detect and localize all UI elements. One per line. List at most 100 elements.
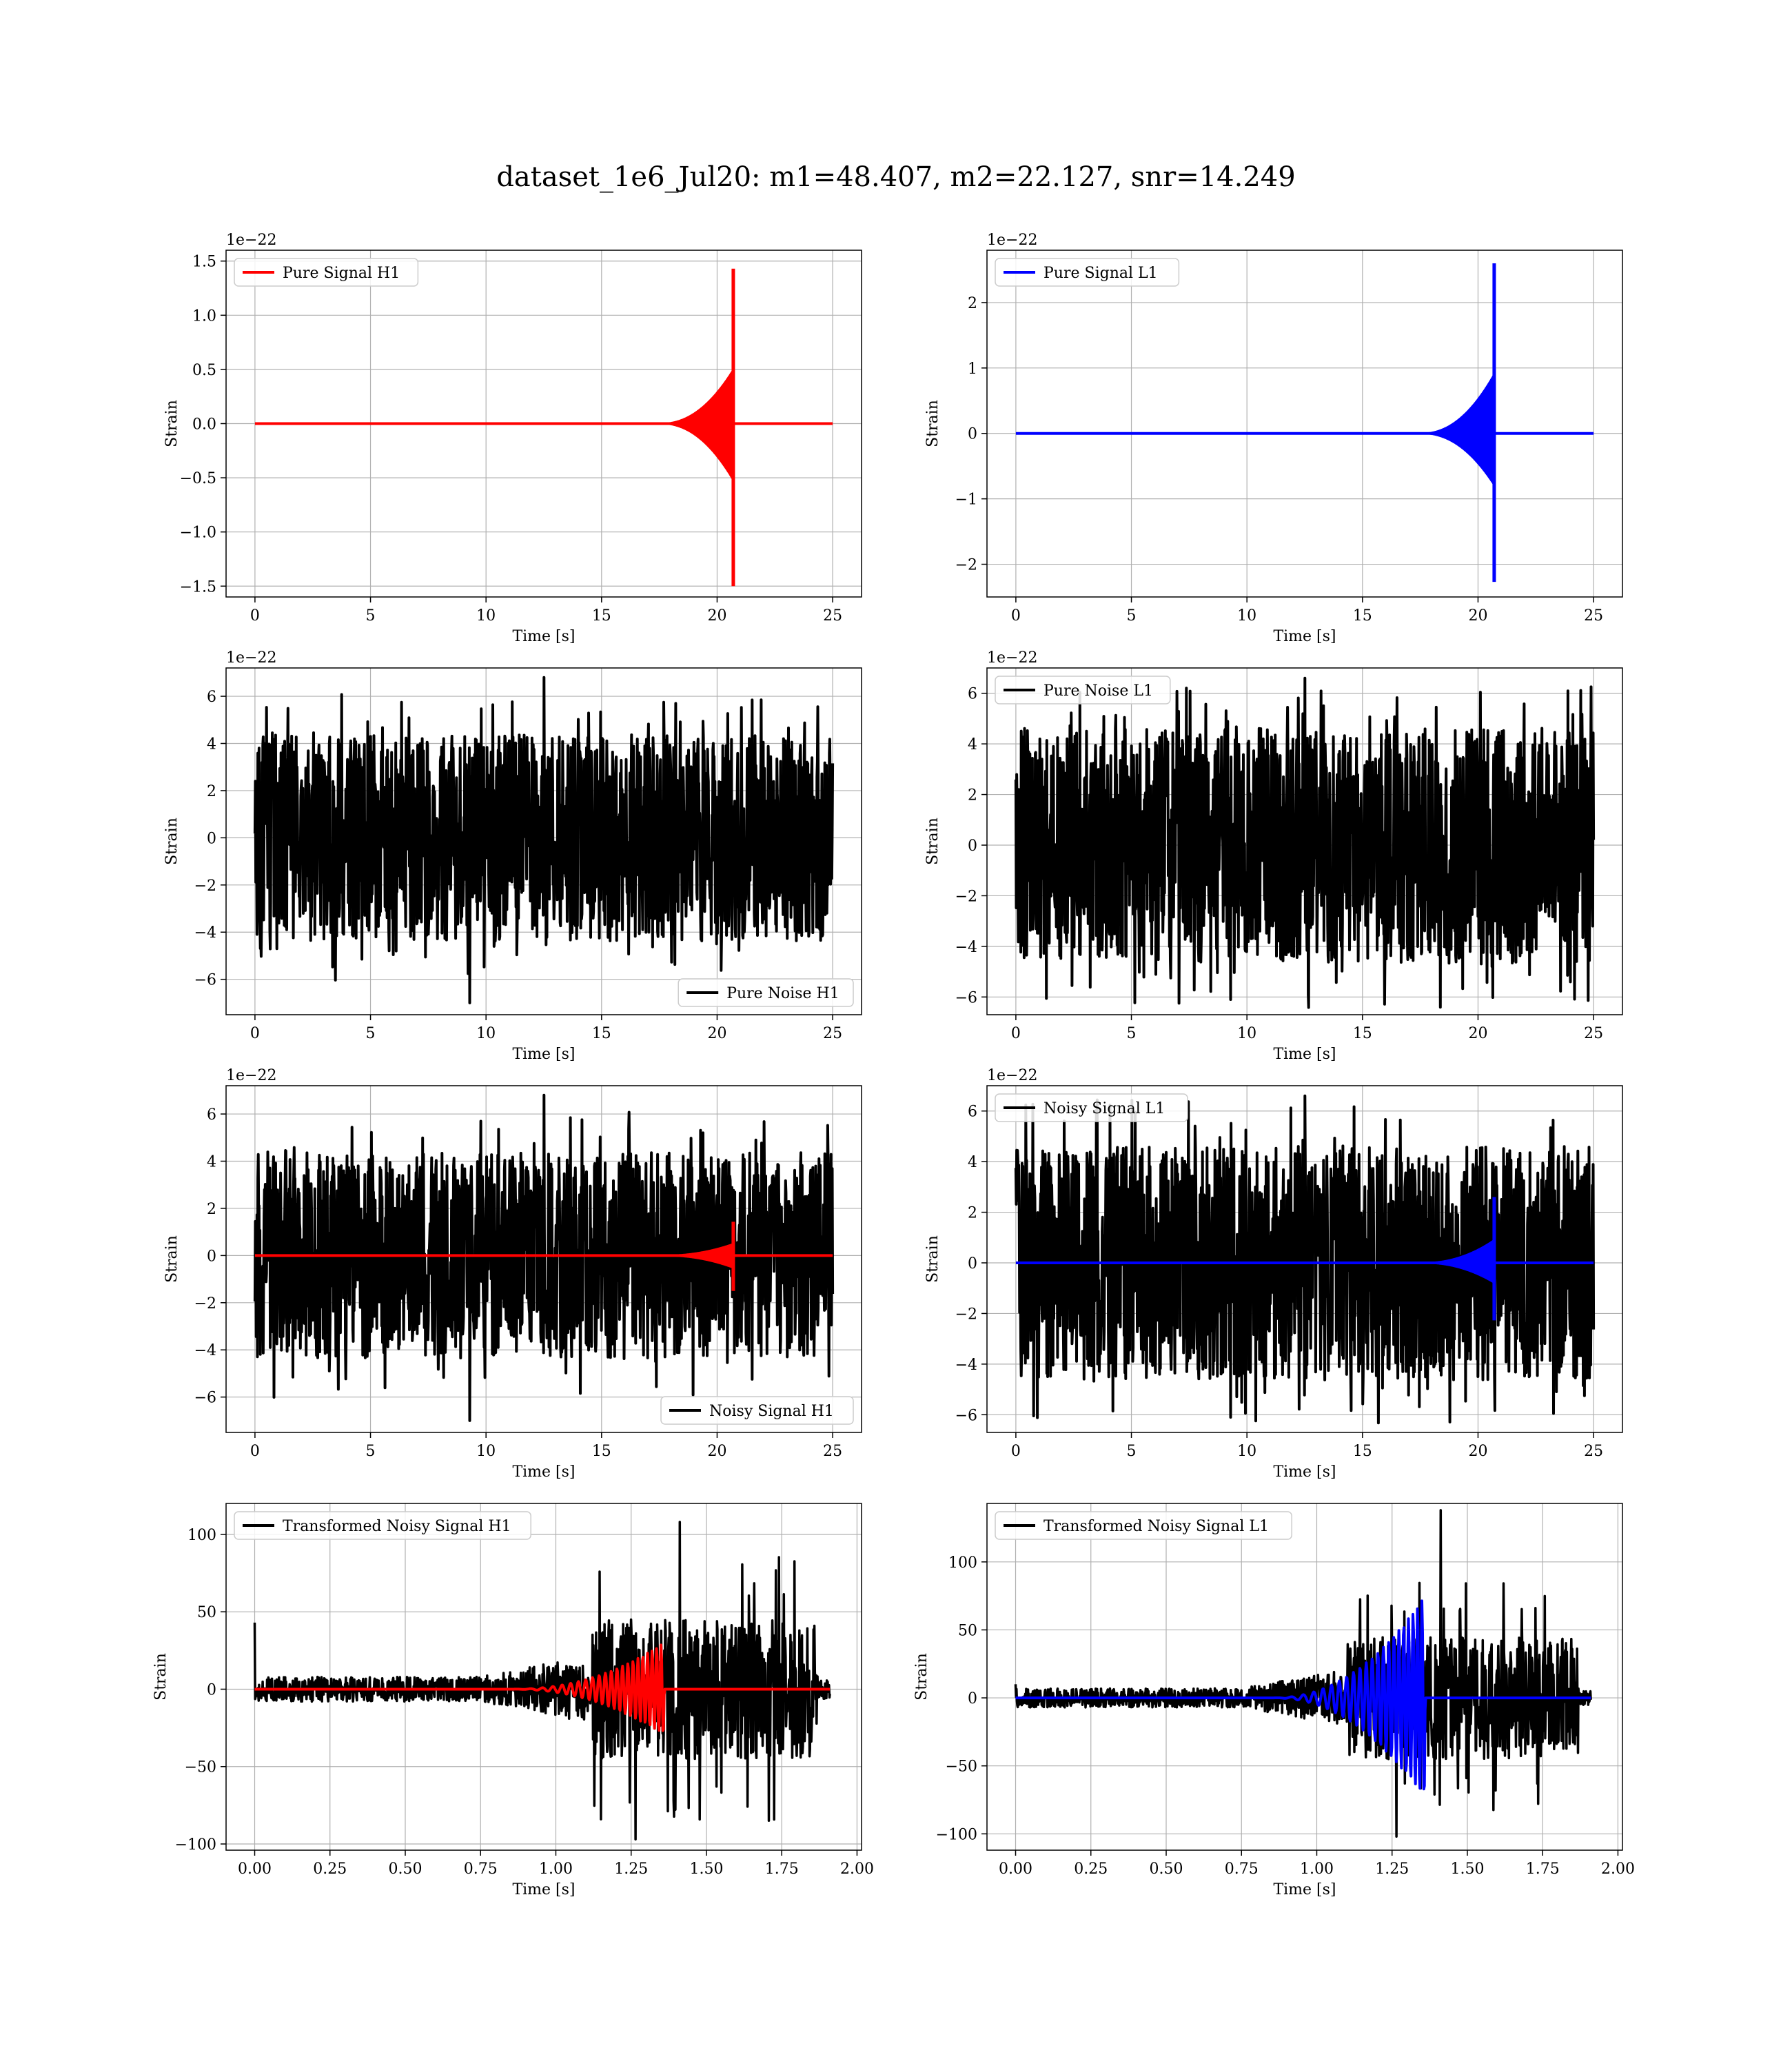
- legend: Transformed Noisy Signal L1: [995, 1511, 1292, 1540]
- y-axis-label: Strain: [163, 818, 181, 865]
- legend: Pure Signal L1: [995, 258, 1180, 287]
- x-tick-label: 5: [366, 1025, 376, 1042]
- x-tick-label: 1.50: [1450, 1861, 1484, 1878]
- subplot-transformed-noisy-signal-h1: 0.00 0.25 0.50 0.75 1.00 1.25 1.50 1.75 2.00 −100…: [152, 1503, 874, 1898]
- plot-area: [254, 268, 833, 587]
- x-tick-label: 0.50: [1150, 1861, 1183, 1878]
- y-tick-label: −100: [175, 1836, 216, 1854]
- y-offset-text: 1e−22: [987, 649, 1037, 667]
- legend: Transformed Noisy Signal H1: [234, 1511, 531, 1540]
- series-line-transformed-noise: [253, 1521, 831, 1841]
- y-tick-label: −50: [185, 1759, 216, 1776]
- x-tick-label: 0.75: [1225, 1861, 1259, 1878]
- y-tick-label: 4: [968, 736, 977, 753]
- x-tick-label: 5: [1127, 1443, 1137, 1460]
- y-tick-label: −4: [955, 1357, 977, 1374]
- x-tick-label: 15: [592, 1025, 611, 1042]
- x-axis-label: Time [s]: [1273, 1881, 1336, 1898]
- x-axis-label: Time [s]: [512, 1046, 575, 1063]
- x-tick-label: 5: [366, 607, 376, 625]
- y-tick-label: 0: [968, 1690, 977, 1707]
- x-tick-label: 20: [707, 1443, 726, 1460]
- y-tick-label: −1.0: [180, 525, 216, 542]
- y-offset-text: 1e−22: [987, 232, 1037, 249]
- y-tick-label: 0: [968, 838, 977, 855]
- y-tick-label: 100: [187, 1527, 216, 1544]
- legend-box: [995, 258, 1180, 287]
- y-tick-label: 50: [958, 1622, 977, 1639]
- y-tick-label: 0.5: [192, 362, 216, 379]
- y-tick-label: −2: [955, 888, 977, 905]
- axes-frame: [225, 1503, 862, 1851]
- series-line-transformed-chirp: [254, 1643, 831, 1732]
- legend-box: [995, 1093, 1188, 1122]
- y-tick-label: 4: [207, 736, 216, 753]
- y-tick-label: 4: [968, 1154, 977, 1171]
- legend: Noisy Signal H1: [660, 1396, 854, 1425]
- x-tick-label: 5: [1127, 607, 1137, 625]
- x-axis-label: Time [s]: [512, 628, 575, 645]
- y-tick-label: −6: [194, 972, 216, 989]
- x-tick-label: 10: [1237, 1443, 1256, 1460]
- legend-label: Pure Signal H1: [283, 265, 400, 282]
- legend-box: [995, 1511, 1292, 1540]
- y-offset-text: 1e−22: [226, 649, 276, 667]
- y-tick-label: 1.0: [192, 307, 216, 325]
- plot-area: [253, 1093, 835, 1422]
- legend-box: [678, 978, 854, 1007]
- plot-area: [253, 676, 835, 1004]
- y-tick-label: −2: [955, 557, 977, 574]
- y-tick-label: 6: [968, 1104, 977, 1121]
- x-tick-label: 10: [476, 607, 496, 625]
- y-tick-label: −4: [955, 939, 977, 956]
- y-tick-label: 50: [197, 1604, 216, 1621]
- legend-label: Transformed Noisy Signal H1: [283, 1518, 511, 1535]
- plot-area: [1014, 1509, 1592, 1838]
- x-tick-label: 0.00: [238, 1861, 272, 1878]
- x-tick-label: 0: [1011, 1025, 1021, 1042]
- y-tick-label: 2: [968, 295, 977, 312]
- axes-frame: [986, 1503, 1623, 1851]
- x-axis-label: Time [s]: [1273, 1463, 1336, 1481]
- x-tick-label: 15: [592, 1443, 611, 1460]
- x-tick-label: 25: [823, 607, 842, 625]
- y-tick-label: 0.0: [192, 416, 216, 434]
- x-tick-label: 0.25: [1074, 1861, 1108, 1878]
- x-tick-label: 10: [1237, 1025, 1256, 1042]
- x-tick-label: 25: [1584, 1025, 1603, 1042]
- x-axis-label: Time [s]: [1273, 628, 1336, 645]
- x-tick-label: 2.00: [840, 1861, 874, 1878]
- x-tick-label: 2.00: [1601, 1861, 1635, 1878]
- x-tick-label: 0: [1011, 1443, 1021, 1460]
- series-line-noise: [253, 676, 835, 1004]
- subplot-transformed-noisy-signal-l1: 0.00 0.25 0.50 0.75 1.00 1.25 1.50 1.75 2.00 −100…: [913, 1503, 1635, 1898]
- subplot-noisy-signal-l1: 0 5 10 15 20 25 −6 −4 −2 0 2 4 6 Time [s] Strain 1e−22 N…: [924, 1067, 1623, 1481]
- y-tick-label: 1.5: [192, 254, 216, 271]
- legend-box: [660, 1396, 854, 1425]
- series-line-transformed-chirp: [1015, 1599, 1592, 1791]
- x-axis-label: Time [s]: [512, 1463, 575, 1481]
- y-axis-label: Strain: [924, 1235, 941, 1283]
- x-tick-label: 0.50: [389, 1861, 422, 1878]
- y-tick-label: −1.5: [180, 578, 216, 596]
- plot-area: [253, 1521, 831, 1841]
- series-line-transformed-noise: [1014, 1509, 1592, 1838]
- series-line-noise: [253, 1093, 835, 1422]
- plot-area: [1014, 676, 1596, 1009]
- x-tick-label: 1.75: [765, 1861, 799, 1878]
- x-tick-label: 20: [707, 607, 726, 625]
- axes-frame: [225, 1085, 862, 1433]
- x-tick-label: 20: [1468, 1025, 1487, 1042]
- legend-label: Pure Noise H1: [726, 985, 839, 1002]
- x-tick-label: 15: [1353, 607, 1372, 625]
- y-tick-label: 4: [207, 1153, 216, 1170]
- y-tick-label: 1: [968, 361, 977, 378]
- subplot-noisy-signal-h1: 0 5 10 15 20 25 −6 −4 −2 0 2 4 6 Time [s] Strain 1e−22 N…: [163, 1067, 862, 1481]
- y-offset-text: 1e−22: [987, 1067, 1037, 1084]
- legend: Noisy Signal L1: [995, 1093, 1188, 1122]
- y-tick-label: 2: [207, 1201, 216, 1218]
- x-tick-label: 10: [1237, 607, 1256, 625]
